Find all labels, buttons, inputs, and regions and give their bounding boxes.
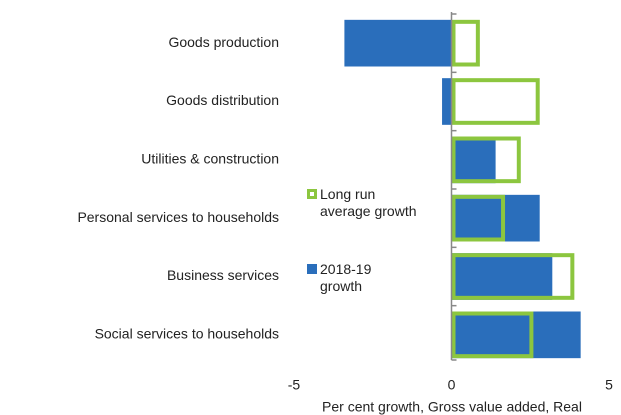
bar [451,19,480,67]
bar [451,311,581,359]
y-tick-label: Goods distribution [166,92,279,108]
legend-label: 2018-19 growth [320,261,372,294]
bar [451,136,496,184]
bar [451,311,534,359]
x-tick-label: -5 [288,377,301,393]
bar [451,253,553,300]
bar [344,19,452,67]
bar [451,253,575,300]
y-tick-label: Social services to households [95,326,279,342]
x-tick-label: 5 [605,377,613,393]
legend-label: Long run average growth [320,186,417,219]
bar [451,78,540,125]
bar [451,194,540,242]
legend-swatch [307,189,317,199]
y-tick-label: Personal services to households [77,209,279,225]
bar [442,78,452,125]
bar [451,136,521,184]
y-tick-label: Utilities & construction [141,151,279,167]
y-tick-label: Goods production [168,34,279,50]
legend-swatch [307,264,317,274]
x-tick-label: 0 [448,377,456,393]
y-tick-label: Business services [167,267,279,283]
bar [451,194,506,242]
x-axis-label: Per cent growth, Gross value added, Real [322,399,582,415]
